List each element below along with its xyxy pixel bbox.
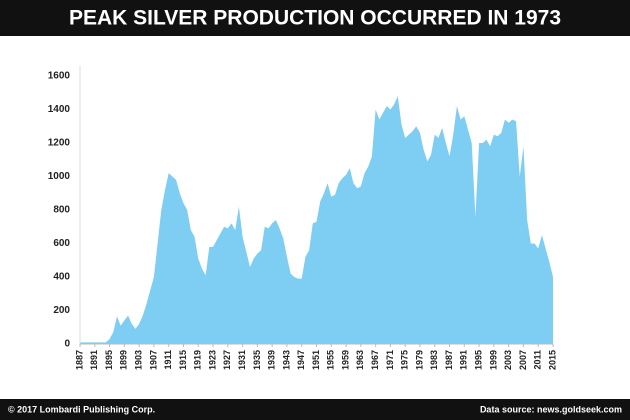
chart-title: PEAK SILVER PRODUCTION OCCURRED IN 1973 bbox=[69, 7, 561, 30]
y-tick-label: 400 bbox=[53, 272, 70, 283]
y-tick-label: 1600 bbox=[48, 71, 71, 82]
x-tick-label: 1923 bbox=[207, 350, 217, 370]
y-tick-label: 600 bbox=[53, 238, 70, 249]
x-tick-label: 1967 bbox=[370, 350, 380, 370]
x-tick-label: 1931 bbox=[237, 350, 247, 370]
y-tick-label: 0 bbox=[64, 339, 70, 350]
x-tick-label: 1891 bbox=[89, 350, 99, 370]
area bbox=[80, 96, 553, 344]
x-tick-label: 1987 bbox=[444, 350, 454, 370]
y-tick-label: 1400 bbox=[48, 104, 71, 115]
y-tick-label: 200 bbox=[53, 305, 70, 316]
x-tick-label: 1959 bbox=[340, 350, 350, 370]
source: Data source: news.goldseek.com bbox=[480, 404, 622, 414]
y-tick-label: 1000 bbox=[48, 171, 71, 182]
x-tick-label: 1887 bbox=[74, 350, 84, 370]
x-tick-label: 1927 bbox=[222, 350, 232, 370]
x-tick-label: 1951 bbox=[311, 350, 321, 370]
x-tick-label: 1903 bbox=[134, 350, 144, 370]
x-tick-label: 1915 bbox=[178, 350, 188, 370]
x-tick-label: 1939 bbox=[267, 350, 277, 370]
x-tick-label: 1947 bbox=[296, 350, 306, 370]
x-tick-label: 1895 bbox=[104, 350, 114, 370]
x-tick-label: 1991 bbox=[459, 350, 469, 370]
x-tick-label: 1911 bbox=[163, 350, 173, 370]
x-tick-label: 1979 bbox=[414, 350, 424, 370]
x-tick-label: 2003 bbox=[503, 350, 513, 370]
x-tick-label: 1935 bbox=[252, 350, 262, 370]
x-tick-label: 2015 bbox=[547, 350, 557, 370]
footer-bar bbox=[0, 399, 630, 420]
x-tick-label: 1919 bbox=[193, 350, 203, 370]
x-tick-label: 1955 bbox=[326, 350, 336, 370]
title-bar bbox=[0, 0, 630, 36]
x-tick-label: 1899 bbox=[119, 350, 129, 370]
x-tick-label: 2011 bbox=[533, 350, 543, 370]
x-tick-label: 1983 bbox=[429, 350, 439, 370]
y-tick-label: 800 bbox=[53, 205, 70, 216]
x-tick-label: 1907 bbox=[148, 350, 158, 370]
credit: © 2017 Lombardi Publishing Corp. bbox=[8, 404, 155, 414]
x-tick-label: 1963 bbox=[355, 350, 365, 370]
x-tick-label: 2007 bbox=[518, 350, 528, 370]
x-tick-label: 1943 bbox=[281, 350, 291, 370]
x-tick-label: 1999 bbox=[488, 350, 498, 370]
x-tick-label: 1975 bbox=[400, 350, 410, 370]
y-tick-label: 1200 bbox=[48, 138, 71, 149]
x-tick-label: 1971 bbox=[385, 350, 395, 370]
x-tick-label: 1995 bbox=[473, 350, 483, 370]
